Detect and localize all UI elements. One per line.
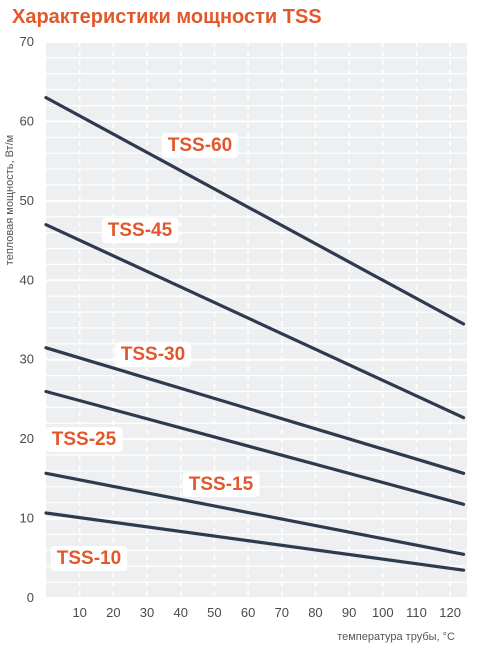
y-tick-label: 60 (20, 113, 34, 128)
x-tick-label: 80 (308, 605, 322, 620)
series-lines (44, 96, 466, 572)
x-tick-label: 90 (342, 605, 356, 620)
series-line-tss-60 (44, 96, 466, 326)
x-tick-label: 40 (173, 605, 187, 620)
x-tick-label: 30 (140, 605, 154, 620)
series-line-tss-45 (44, 223, 466, 420)
series-labels: TSS-60 TSS-45 TSS-30 TSS-25 TSS-15 TSS-10 (45, 133, 260, 571)
x-tick-label: 10 (72, 605, 86, 620)
x-axis-label: температура трубы, °C (337, 631, 455, 643)
y-axis-label: тепловая мощность, Вт/м (4, 135, 16, 265)
y-tick-label: 30 (20, 352, 34, 367)
x-tick-label: 20 (106, 605, 120, 620)
x-tick-label: 50 (207, 605, 221, 620)
series-label-background (45, 427, 123, 452)
y-tick-label: 70 (20, 34, 34, 49)
series-label-background (101, 218, 179, 243)
y-tick-label: 20 (20, 431, 34, 446)
series-label-tss-10: TSS-10 (57, 548, 121, 569)
series-label-background (50, 546, 128, 571)
x-tick-label: 60 (241, 605, 255, 620)
series-label-background (161, 133, 239, 158)
series-label-tss-15: TSS-15 (189, 474, 254, 495)
series-line-tss-25 (44, 389, 466, 506)
series-line-tss-10 (44, 511, 466, 572)
y-tick-label: 0 (27, 590, 34, 605)
series-label-tss-60: TSS-60 (168, 135, 232, 156)
series-label-tss-30: TSS-30 (121, 344, 185, 365)
series-label-tss-25: TSS-25 (52, 429, 117, 450)
series-line-tss-15 (44, 471, 466, 556)
chart-title: Характеристики мощности TSS (12, 6, 322, 28)
x-tick-label: 70 (275, 605, 289, 620)
y-tick-label: 40 (20, 272, 34, 287)
axis-ticks: 0 10 20 30 40 50 60 70 10 20 30 40 50 60 70 80 90 100 110 1… (20, 34, 461, 620)
y-tick-label: 50 (20, 193, 34, 208)
series-label-background (114, 342, 192, 367)
x-tick-label: 110 (406, 605, 427, 620)
y-tick-label: 10 (20, 511, 34, 526)
series-line-tss-30 (44, 346, 466, 475)
x-tick-label: 100 (372, 605, 394, 620)
series-label-tss-45: TSS-45 (108, 220, 173, 241)
series-label-background (182, 472, 260, 497)
x-tick-label: 120 (439, 605, 461, 620)
